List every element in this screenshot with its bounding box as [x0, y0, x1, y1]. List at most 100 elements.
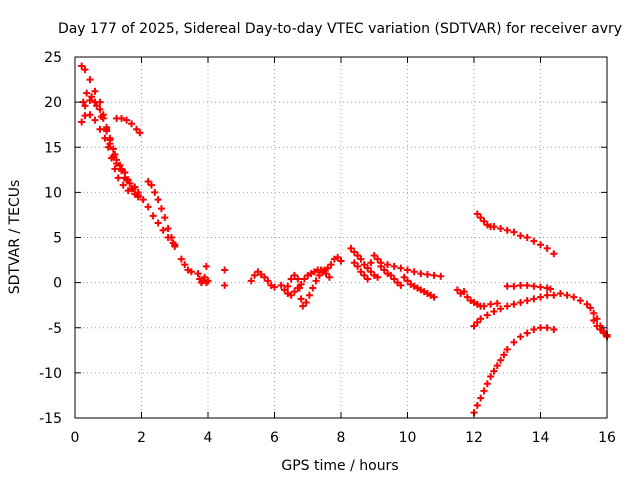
data-point-marker	[354, 262, 362, 270]
data-point-marker	[131, 183, 139, 191]
data-point-marker	[322, 270, 330, 278]
data-point-marker	[517, 298, 525, 306]
data-point-marker	[187, 268, 195, 276]
data-point-marker	[290, 288, 298, 296]
data-point-marker	[305, 291, 313, 299]
x-tick-label: 6	[270, 430, 279, 446]
data-point-marker	[463, 293, 471, 301]
satellite-track-2	[78, 111, 139, 198]
data-points	[78, 62, 611, 417]
data-point-marker	[126, 179, 134, 187]
data-point-marker	[299, 302, 307, 310]
data-point-marker	[315, 271, 323, 279]
data-point-marker	[81, 66, 89, 74]
data-point-marker	[374, 255, 382, 263]
data-point-marker	[490, 367, 498, 375]
y-tick-labels: -15 -10 -5 0 5 10 15 20 25	[39, 50, 62, 427]
x-tick-label: 10	[399, 430, 417, 446]
data-point-marker	[470, 322, 478, 330]
data-point-marker	[294, 275, 302, 283]
data-point-marker	[350, 248, 358, 256]
data-point-marker	[546, 285, 554, 293]
satellite-track-21	[503, 281, 554, 293]
data-point-marker	[523, 297, 531, 305]
data-point-marker	[295, 284, 303, 292]
data-point-marker	[264, 277, 272, 285]
data-point-marker	[537, 283, 544, 291]
data-point-marker	[149, 212, 157, 220]
data-point-marker	[118, 114, 126, 122]
data-point-marker	[101, 134, 109, 142]
data-point-marker	[261, 273, 269, 281]
data-point-marker	[221, 266, 229, 274]
data-point-marker	[350, 259, 358, 267]
x-tick-label: 0	[71, 430, 80, 446]
data-point-marker	[460, 288, 468, 296]
data-point-marker	[91, 98, 99, 106]
data-point-marker	[154, 219, 162, 227]
data-point-marker	[397, 281, 405, 289]
data-point-marker	[357, 255, 365, 263]
data-point-marker	[550, 250, 558, 258]
y-tick-label: 20	[44, 95, 62, 111]
data-point-marker	[284, 282, 292, 290]
data-point-marker	[503, 226, 511, 234]
data-point-marker	[280, 286, 288, 294]
data-point-marker	[556, 289, 564, 297]
data-point-marker	[167, 234, 175, 241]
data-point-marker	[360, 271, 368, 279]
data-point-marker	[171, 241, 179, 249]
x-tick-labels: 0 2 4 6 8 10 12 14 16	[71, 430, 616, 446]
satellite-track-8	[194, 270, 212, 287]
y-tick-label: -10	[39, 366, 62, 382]
data-point-marker	[410, 268, 418, 276]
data-point-marker	[297, 295, 305, 303]
data-point-marker	[417, 270, 425, 278]
data-point-marker	[570, 293, 578, 301]
data-point-marker	[493, 362, 501, 370]
data-point-marker	[483, 380, 491, 388]
data-point-marker	[537, 324, 544, 332]
data-point-marker	[490, 308, 498, 316]
data-point-marker	[593, 322, 601, 330]
data-point-marker	[202, 262, 210, 270]
data-point-marker	[530, 282, 538, 290]
data-point-marker	[364, 264, 372, 272]
data-point-marker	[91, 87, 99, 95]
data-point-marker	[147, 181, 155, 189]
data-point-marker	[517, 281, 525, 289]
data-point-marker	[123, 116, 131, 124]
data-point-marker	[500, 351, 508, 359]
chart-title: Day 177 of 2025, Sidereal Day-to-day VTE…	[58, 21, 622, 37]
data-point-marker	[380, 266, 388, 274]
data-point-marker	[287, 275, 295, 283]
data-point-marker	[277, 281, 285, 289]
data-point-marker	[334, 253, 342, 261]
y-tick-label: 25	[44, 50, 62, 66]
y-tick-label: -5	[48, 321, 62, 337]
data-point-marker	[503, 282, 511, 290]
x-axis-title: GPS time / hours	[281, 458, 398, 474]
data-point-marker	[480, 217, 488, 225]
satellite-track-16	[400, 273, 438, 301]
satellite-track-20	[470, 324, 558, 417]
data-point-marker	[586, 304, 594, 312]
data-point-marker	[367, 259, 375, 267]
data-point-marker	[106, 140, 114, 148]
data-point-marker	[404, 266, 411, 274]
data-point-marker	[550, 291, 558, 299]
y-tick-label: -15	[39, 411, 62, 427]
grid-lines	[75, 57, 607, 418]
data-point-marker	[384, 261, 392, 269]
data-point-marker	[96, 125, 104, 133]
data-point-marker	[83, 89, 91, 97]
x-tick-label: 14	[532, 430, 550, 446]
satellite-track-5	[113, 114, 144, 137]
data-point-marker	[104, 143, 112, 151]
data-point-marker	[390, 275, 398, 283]
data-point-marker	[530, 326, 538, 334]
data-point-marker	[477, 214, 485, 222]
data-point-marker	[297, 280, 305, 288]
satellite-track-7	[177, 255, 195, 276]
